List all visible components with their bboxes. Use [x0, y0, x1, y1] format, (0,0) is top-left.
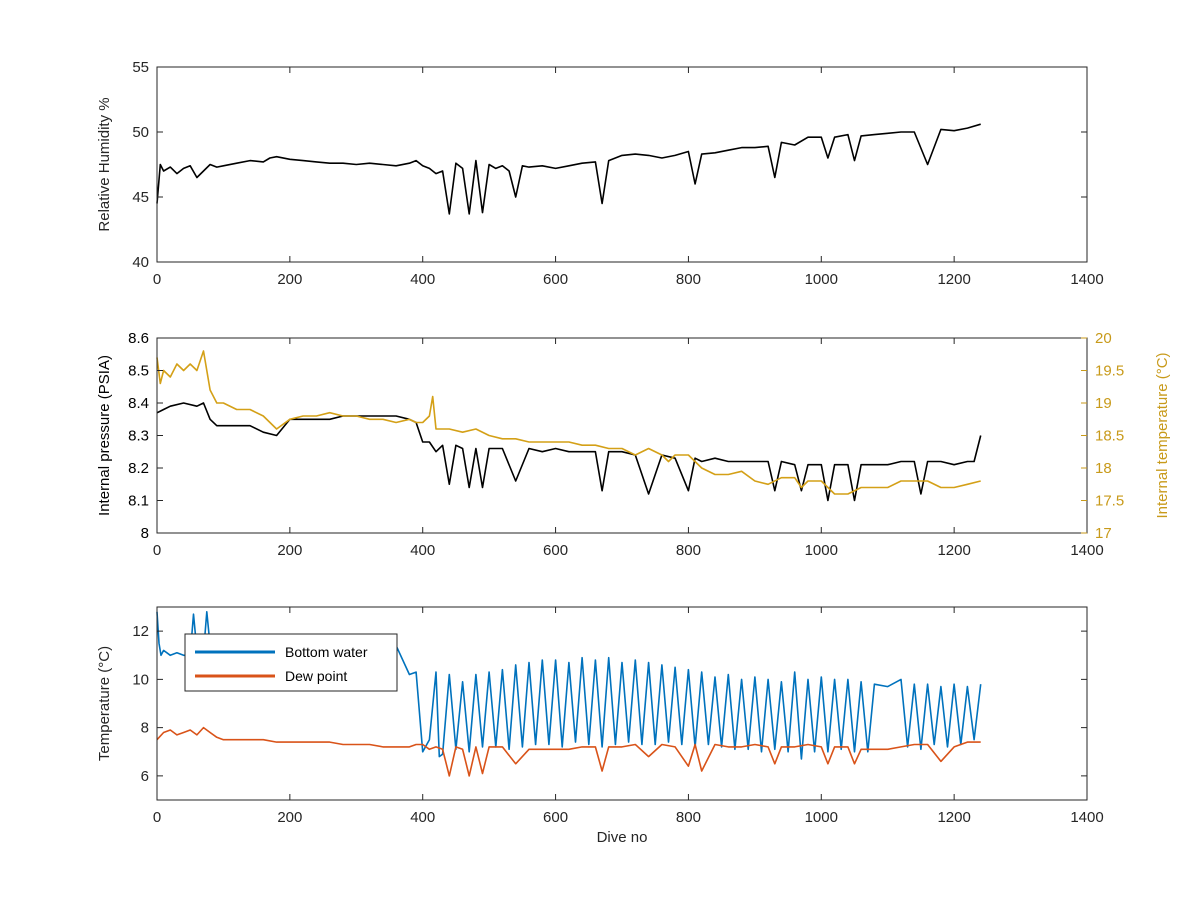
humidity-y-axis-label: Relative Humidity %	[96, 97, 113, 231]
line-dew-point-panel-2	[156, 726, 981, 777]
x-tick-label-800: 800	[676, 271, 701, 288]
x-tick-label-1000: 1000	[805, 542, 838, 559]
y-tick-label-8: 8	[141, 525, 149, 542]
pressure-y-axis-label: Internal pressure (PSIA)	[96, 355, 113, 516]
pressure-ticks: 0 200 400 600 800 1000 1200 1400 8 8.1 8.2 8.3 8.4 8.…	[128, 330, 1124, 559]
x-axis-label: Dive no	[597, 829, 648, 846]
x-tick-label-800: 800	[676, 542, 701, 559]
x-tick-label-800: 800	[676, 809, 701, 826]
y-tick-label-8-5: 8.5	[128, 363, 149, 380]
y-tick-label-8-3: 8.3	[128, 428, 149, 445]
humidity-axes-frame	[156, 66, 1088, 263]
temperature-legend: Bottom water Dew point	[184, 633, 398, 692]
temperature-ticks: 0 200 400 600 800 1000 1200 1400 6 8 10 12	[132, 607, 1104, 826]
x-tick-label-600: 600	[543, 542, 568, 559]
y-tick-label-8: 8	[141, 720, 149, 737]
x-tick-label-1000: 1000	[805, 809, 838, 826]
y-tick-label-8-6: 8.6	[128, 330, 149, 347]
y-right-tick-label-20: 20	[1095, 330, 1112, 347]
line-series-0-panel-0	[156, 123, 981, 215]
y-tick-label-12: 12	[132, 623, 149, 640]
x-tick-label-1200: 1200	[937, 542, 970, 559]
x-tick-label-1200: 1200	[937, 271, 970, 288]
y-tick-label-8-2: 8.2	[128, 460, 149, 477]
x-tick-label-0: 0	[153, 809, 161, 826]
x-tick-label-400: 400	[410, 542, 435, 559]
y-right-tick-label-17: 17	[1095, 525, 1112, 542]
y-tick-label-8-4: 8.4	[128, 395, 149, 412]
x-tick-label-1400: 1400	[1070, 809, 1103, 826]
x-tick-label-600: 600	[543, 809, 568, 826]
internal-temperature-y-axis-label: Internal temperature (°C)	[1154, 352, 1171, 518]
legend-label-bottom-water: Bottom water	[285, 644, 368, 660]
humidity-plot-lines	[156, 123, 981, 215]
x-tick-label-600: 600	[543, 271, 568, 288]
y-right-tick-label-18: 18	[1095, 460, 1112, 477]
temperature-panel: 0 200 400 600 800 1000 1200 1400 6 8 10 12 Temperat…	[96, 606, 1104, 846]
x-tick-label-0: 0	[153, 542, 161, 559]
x-tick-label-200: 200	[277, 809, 302, 826]
y-right-tick-label-19: 19	[1095, 395, 1112, 412]
temperature-y-axis-label: Temperature (°C)	[96, 646, 113, 761]
y-right-tick-label-17-5: 17.5	[1095, 493, 1124, 510]
x-tick-label-200: 200	[277, 271, 302, 288]
y-tick-label-40: 40	[132, 254, 149, 271]
temperature-axes-frame	[156, 606, 1088, 801]
pressure-plot-lines	[156, 350, 982, 502]
y-right-tick-label-18-5: 18.5	[1095, 428, 1124, 445]
x-tick-label-400: 400	[410, 271, 435, 288]
legend-label-dew-point: Dew point	[285, 668, 347, 684]
y-tick-label-50: 50	[132, 124, 149, 141]
y-right-tick-label-19-5: 19.5	[1095, 363, 1124, 380]
legend-box	[184, 633, 398, 692]
line-series-1-panel-1	[156, 350, 981, 495]
x-tick-label-1400: 1400	[1070, 542, 1103, 559]
x-tick-label-0: 0	[153, 271, 161, 288]
y-tick-label-8-1: 8.1	[128, 493, 149, 510]
y-tick-label-10: 10	[132, 671, 149, 688]
x-tick-label-1000: 1000	[805, 271, 838, 288]
y-tick-label-55: 55	[132, 59, 149, 76]
humidity-panel: 0 200 400 600 800 1000 1200 1400 40 45 50 55 Relati…	[96, 59, 1104, 288]
pressure-panel: 0 200 400 600 800 1000 1200 1400 8 8.1 8.2 8.3 8.4 8.…	[96, 330, 1171, 559]
x-tick-label-200: 200	[277, 542, 302, 559]
y-tick-label-6: 6	[141, 768, 149, 785]
y-tick-label-45: 45	[132, 189, 149, 206]
x-tick-label-1200: 1200	[937, 809, 970, 826]
humidity-ticks: 0 200 400 600 800 1000 1200 1400 40 45 50 55	[132, 59, 1103, 288]
x-tick-label-400: 400	[410, 809, 435, 826]
x-tick-label-1400: 1400	[1070, 271, 1103, 288]
